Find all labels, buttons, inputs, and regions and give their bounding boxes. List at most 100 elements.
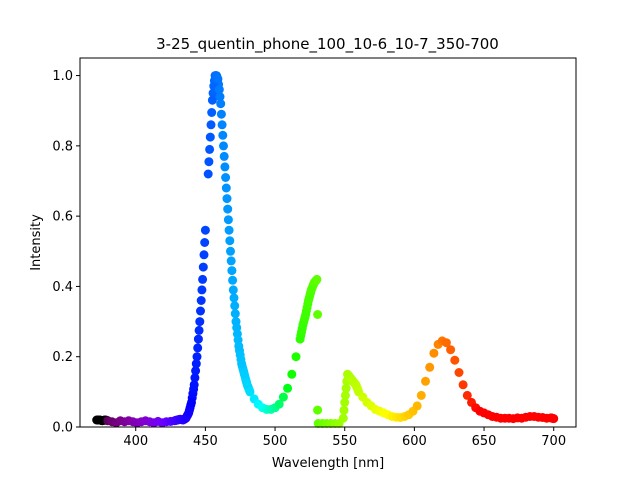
data-point <box>222 194 232 204</box>
data-point <box>214 85 224 95</box>
data-point <box>340 390 350 400</box>
data-point <box>231 317 241 327</box>
y-axis-label: Intensity <box>29 214 44 271</box>
data-point <box>228 285 238 295</box>
data-point <box>338 413 348 423</box>
data-point <box>218 130 228 140</box>
data-point <box>239 369 249 379</box>
data-point <box>301 310 311 319</box>
y-axis: 0.0 0.2 0.4 0.6 0.8 1.0 <box>52 69 80 436</box>
data-point <box>230 309 240 319</box>
data-point <box>230 301 240 311</box>
data-point <box>191 359 201 369</box>
x-tick-label: 450 <box>193 434 218 449</box>
data-point <box>198 262 208 272</box>
data-point <box>203 169 213 179</box>
data-point <box>221 173 231 182</box>
y-tick-label: 0.2 <box>52 350 73 365</box>
data-point <box>200 225 210 235</box>
data-point <box>416 390 426 400</box>
data-point <box>207 108 217 117</box>
data-point <box>313 405 323 415</box>
data-point <box>450 355 460 365</box>
data-point <box>196 306 205 316</box>
data-point <box>190 373 200 383</box>
data-point <box>228 275 238 285</box>
data-point <box>421 376 430 386</box>
data-point <box>549 414 559 424</box>
x-tick-label: 550 <box>332 434 357 449</box>
data-point <box>184 408 194 418</box>
data-point <box>458 380 468 390</box>
data-point <box>287 369 297 379</box>
data-point <box>204 157 214 167</box>
data-point <box>221 183 231 193</box>
x-axis-label: Wavelength [nm] <box>272 456 384 471</box>
data-point <box>200 238 210 247</box>
data-point <box>205 132 215 142</box>
data-point <box>298 320 308 330</box>
data-point <box>220 162 230 172</box>
data-point <box>227 266 237 276</box>
data-point <box>193 343 203 353</box>
data-point <box>242 380 252 390</box>
data-point <box>295 334 305 344</box>
plot-frame <box>79 57 577 428</box>
data-points <box>92 71 559 428</box>
data-point <box>207 95 217 105</box>
data-point <box>196 296 206 305</box>
data-point <box>462 390 472 400</box>
data-point <box>206 120 216 130</box>
data-point <box>215 92 225 102</box>
data-point <box>412 401 422 411</box>
data-point <box>216 99 226 109</box>
data-point <box>194 325 204 335</box>
data-point <box>219 141 228 151</box>
data-point <box>304 296 313 305</box>
data-point <box>224 225 234 235</box>
data-point <box>216 109 226 119</box>
y-tick-label: 1.0 <box>52 69 73 84</box>
data-point <box>197 285 207 295</box>
data-point <box>441 338 451 348</box>
data-point <box>446 345 456 355</box>
data-point <box>351 380 361 390</box>
data-point <box>229 293 239 303</box>
data-point <box>217 120 227 130</box>
x-tick-label: 600 <box>402 434 427 449</box>
x-tick-label: 650 <box>472 434 497 449</box>
data-point <box>225 236 235 246</box>
data-point <box>274 399 284 409</box>
data-point <box>306 285 316 295</box>
data-point <box>312 274 322 284</box>
data-point <box>429 348 439 358</box>
data-point <box>278 392 288 402</box>
y-tick-label: 0.8 <box>52 139 73 154</box>
data-point <box>192 352 202 362</box>
data-point <box>234 341 244 351</box>
data-point <box>291 352 301 362</box>
data-point <box>245 387 255 397</box>
data-point <box>226 246 235 256</box>
data-point <box>425 362 435 372</box>
data-point <box>237 359 247 369</box>
data-point <box>313 310 323 319</box>
data-point <box>193 334 203 344</box>
data-point <box>341 383 351 393</box>
y-tick-label: 0.6 <box>52 210 73 225</box>
data-point <box>283 383 293 393</box>
data-point <box>223 215 233 225</box>
data-point <box>191 366 201 376</box>
data-point <box>199 250 209 260</box>
data-point <box>198 274 208 284</box>
data-point <box>339 405 349 415</box>
data-point <box>454 368 464 377</box>
y-tick-label: 0.0 <box>52 421 73 436</box>
y-tick-label: 0.4 <box>52 280 73 295</box>
x-tick-label: 400 <box>123 434 148 449</box>
data-point <box>187 397 196 407</box>
data-point <box>340 397 350 407</box>
data-point <box>226 256 236 266</box>
data-point <box>195 317 205 327</box>
